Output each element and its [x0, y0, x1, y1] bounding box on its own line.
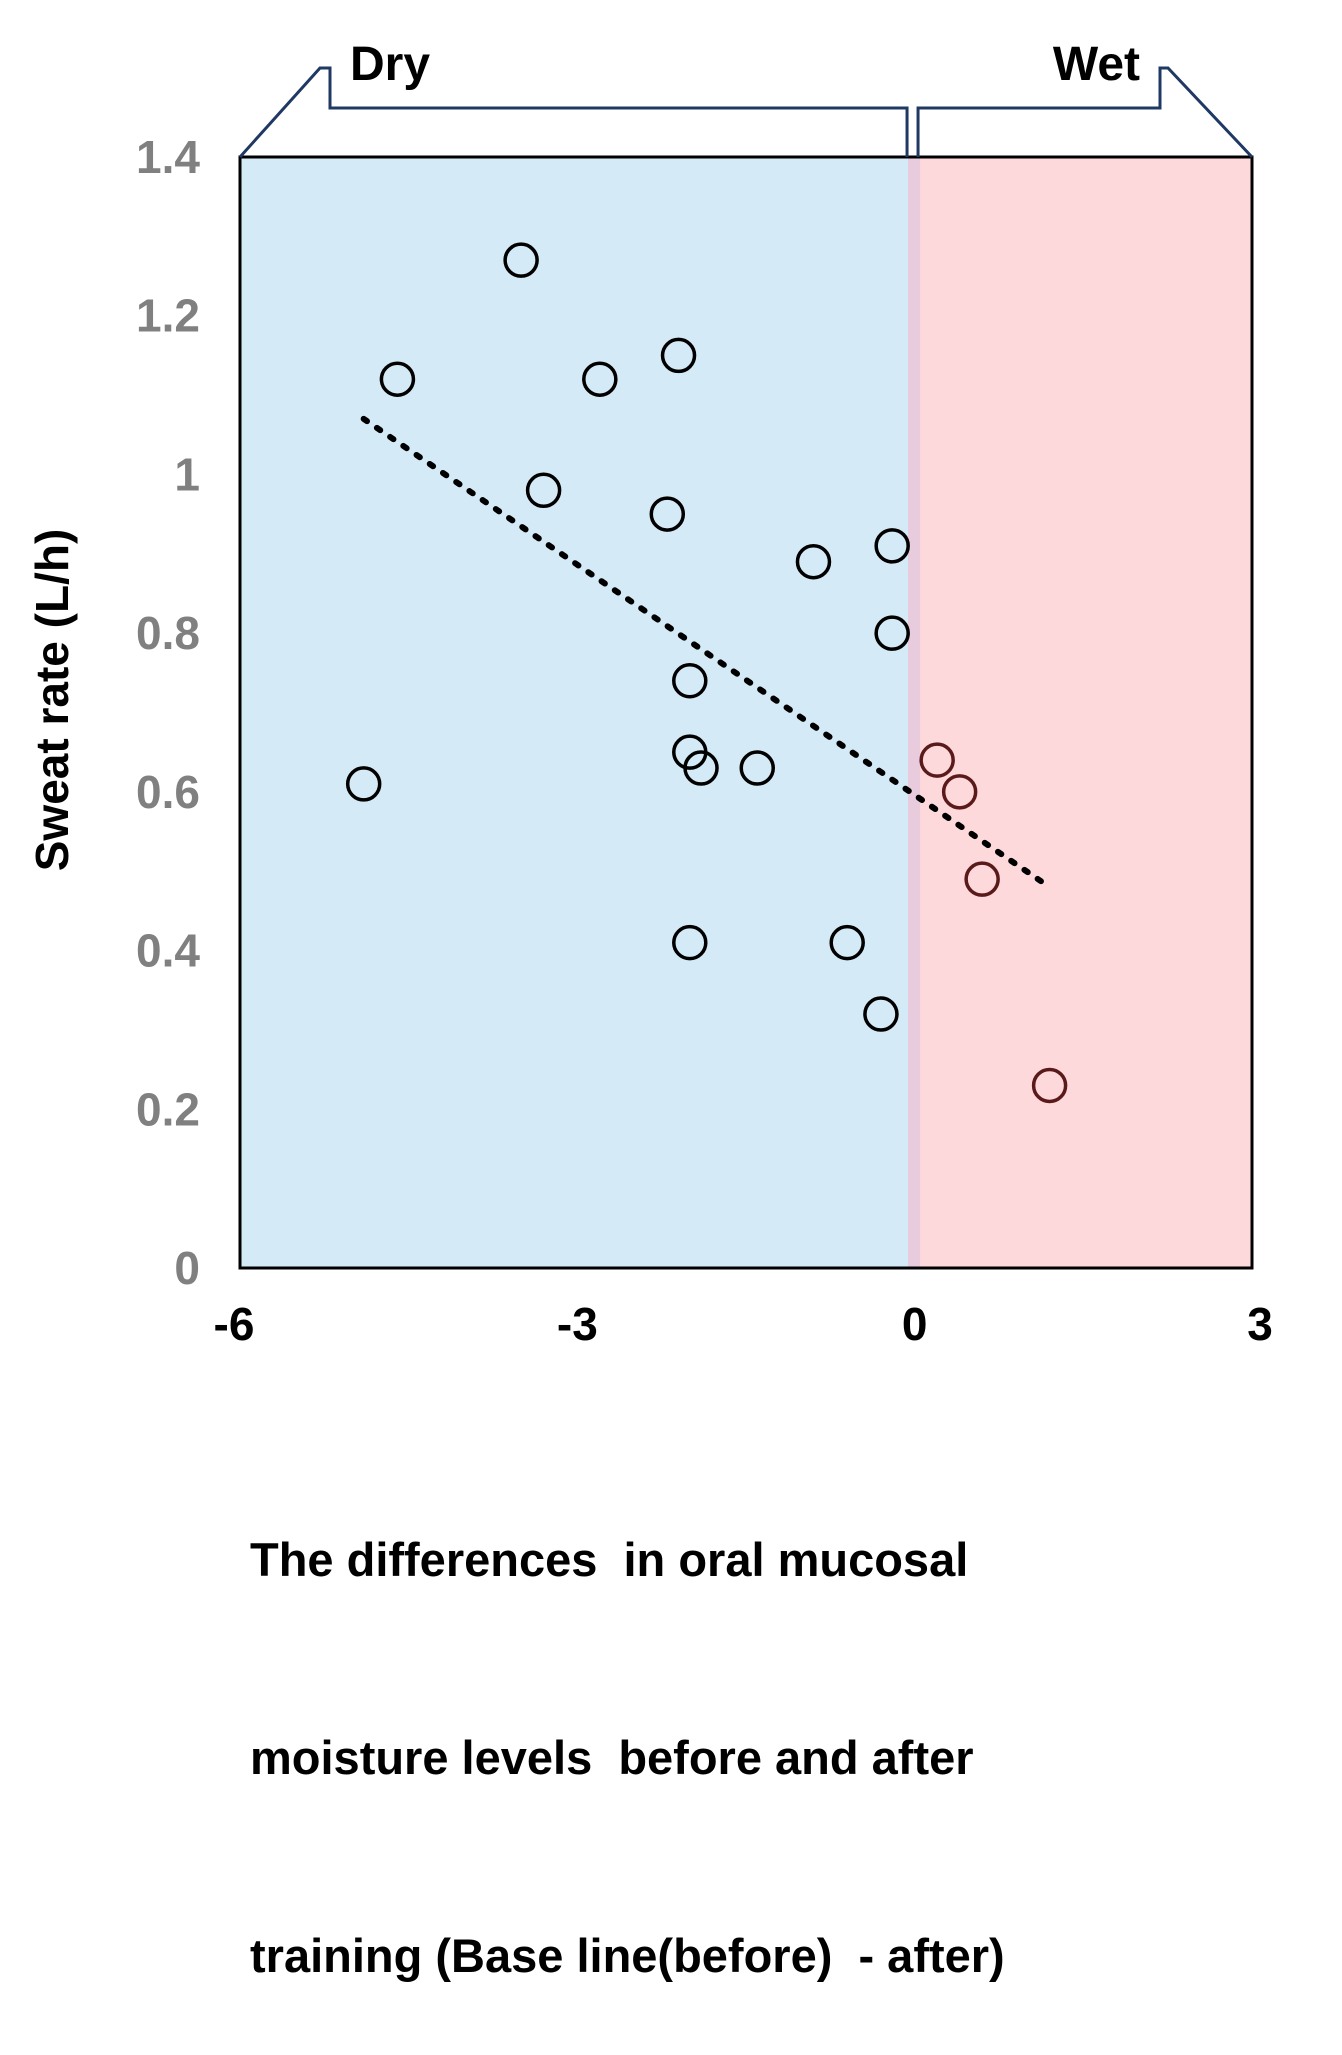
- x-axis-label-line-3: training (Base line(before) - after): [250, 1929, 1005, 1982]
- dry-bracket: [238, 66, 909, 159]
- data-point-dry-7: [660, 337, 697, 374]
- wet-bracket: [916, 66, 1254, 159]
- trendline: [360, 415, 1053, 891]
- x-tick-label: -3: [557, 1298, 598, 1350]
- y-tick-label: 1.4: [136, 131, 200, 183]
- data-point-dry-12: [739, 750, 775, 786]
- data-point-dry-10: [683, 750, 719, 786]
- y-axis-label: Sweat rate (L/h): [26, 529, 78, 872]
- x-tick-label: -6: [214, 1298, 255, 1350]
- x-tick-label: 3: [1247, 1298, 1273, 1350]
- data-point-wet-1: [919, 742, 955, 778]
- plot-frame: [238, 155, 1254, 1270]
- data-point-dry-6: [649, 496, 686, 532]
- data-point-dry-13: [795, 543, 832, 580]
- data-point-dry-2: [379, 361, 416, 397]
- data-point-dry-1: [345, 766, 382, 802]
- y-tick-label: 0.2: [136, 1083, 200, 1135]
- region-dry: [240, 157, 910, 1268]
- region-divider: [908, 157, 921, 1268]
- data-point-dry-4: [525, 472, 562, 509]
- data-point-dry-16: [874, 615, 910, 651]
- data-point-wet-2: [941, 774, 978, 810]
- y-tick-label: 0.4: [136, 925, 200, 977]
- x-tick-label: 0: [902, 1298, 928, 1350]
- x-axis-label: The differences in oral mucosal moisture…: [250, 1395, 1250, 2055]
- data-point-dry-15: [874, 528, 910, 564]
- data-point-dry-5: [582, 361, 618, 397]
- x-axis-label-line-2: moisture levels before and after: [250, 1731, 974, 1784]
- y-tick-label: 1: [174, 448, 200, 500]
- x-axis-label-line-1: The differences in oral mucosal: [250, 1533, 969, 1586]
- data-point-wet-4: [1031, 1067, 1068, 1104]
- data-point-dry-3: [503, 242, 539, 278]
- region-wet: [909, 157, 1252, 1268]
- data-point-dry-11: [672, 924, 708, 961]
- y-tick-label: 0.8: [136, 607, 200, 659]
- y-tick-label: 1.2: [136, 290, 200, 342]
- data-point-dry-17: [863, 996, 899, 1032]
- scatter-chart: Dry Wet 0 0.2 0.4 0.6 0.8 1 1.2 1.4 -6 -3 0 3 Sweat…: [26, 38, 1273, 1350]
- y-tick-label: 0: [174, 1242, 200, 1294]
- data-point-dry-14: [829, 924, 865, 961]
- y-tick-label: 0.6: [136, 766, 200, 818]
- wet-label: Wet: [1053, 38, 1140, 91]
- data-point-wet-3: [964, 861, 1000, 897]
- dry-label: Dry: [350, 38, 430, 91]
- data-point-dry-8: [672, 663, 708, 699]
